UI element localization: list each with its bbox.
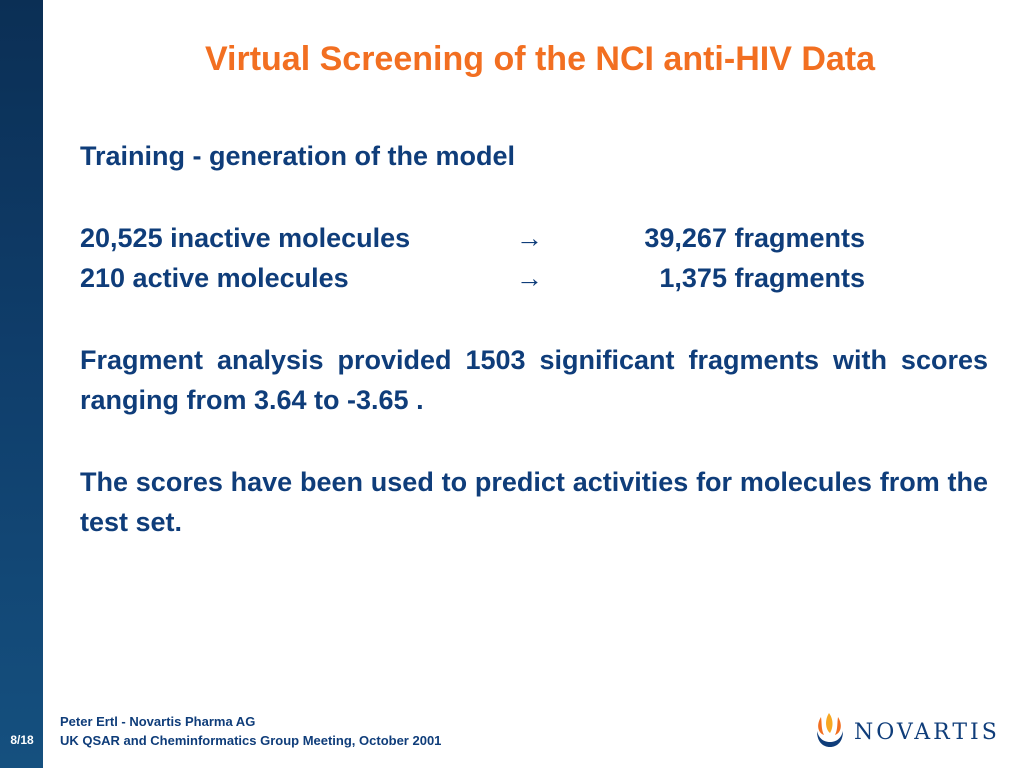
novartis-logo: NOVARTIS [812,711,1002,751]
slide-title: Virtual Screening of the NCI anti-HIV Da… [204,40,876,78]
row-value: 1,375 fragments [659,263,865,293]
row-label: 210 active molecules [80,263,349,293]
paragraph-scores: The scores have been used to predict act… [80,467,988,537]
arrow-right-icon: → [516,223,543,253]
left-sidebar-bar [0,0,43,768]
arrow-right-icon: → [516,263,543,293]
logo-wordmark: NOVARTIS [854,720,1000,745]
novartis-flame-icon [817,713,843,747]
page-number: 8/18 [10,733,34,747]
footer-event: UK QSAR and Cheminformatics Group Meetin… [60,733,442,748]
row-value: 39,267 fragments [644,223,865,253]
footer: Peter Ertl - Novartis Pharma AG UK QSAR … [60,712,441,750]
row-label: 20,525 inactive molecules [80,223,411,253]
paragraph-fragment-analysis: Fragment analysis provided 1503 signific… [80,345,988,415]
slide-subtitle: Training - generation of the model [80,141,516,171]
footer-author: Peter Ertl - Novartis Pharma AG [60,714,256,729]
